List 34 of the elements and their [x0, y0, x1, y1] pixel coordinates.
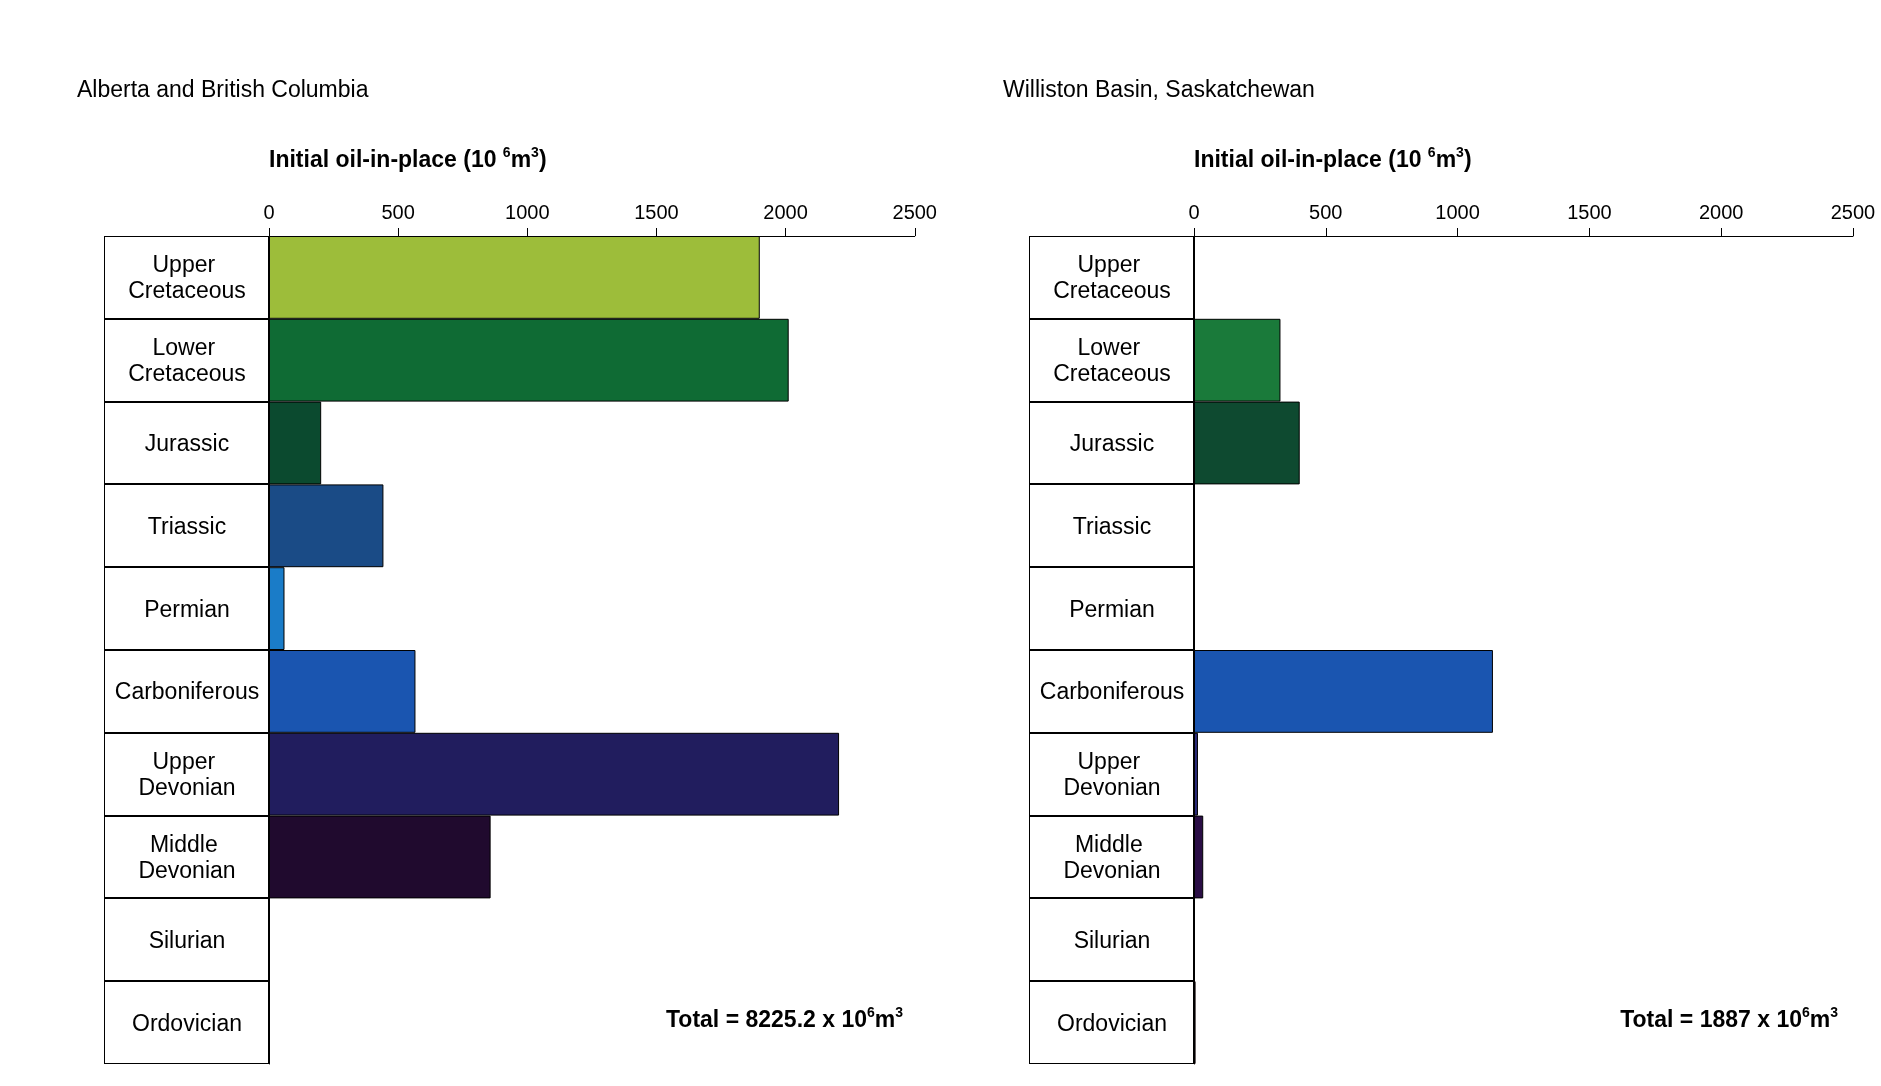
y-tick-label: Middle Devonian	[1063, 831, 1161, 883]
x-tick-label: 0	[263, 201, 275, 223]
x-tick-label: 500	[381, 201, 415, 223]
y-tick-label: Jurassic	[144, 430, 230, 456]
y-tick-label: Silurian	[1073, 926, 1151, 953]
y-tick-label: Triassic	[147, 512, 227, 539]
y-tick-label: Triassic	[1072, 512, 1152, 539]
y-tick-label: Ordovician	[1057, 1009, 1167, 1036]
y-tick-label: Carboniferous	[114, 678, 260, 705]
y-tick-label: Permian	[1069, 595, 1155, 622]
chart-title: Williston Basin, Saskatchewan	[1003, 75, 1315, 102]
y-tick-label: Carboniferous	[1039, 678, 1185, 705]
y-tick-label: Middle Devonian	[138, 831, 236, 883]
y-tick-label: Upper Devonian	[138, 748, 236, 801]
x-tick-label: 2500	[1830, 201, 1876, 223]
y-tick-label: Upper Cretaceous	[1053, 251, 1171, 304]
y-tick-label: Lower Cretaceous	[1053, 334, 1171, 387]
x-tick-label: 2000	[1698, 201, 1744, 223]
y-tick-label: Upper Devonian	[1063, 748, 1161, 801]
x-tick-label: 500	[1309, 201, 1343, 223]
x-tick-label: 0	[1188, 201, 1200, 223]
x-tick-label: 1000	[505, 201, 550, 223]
x-tick-label: 1500	[634, 201, 679, 223]
y-tick-label: Permian	[144, 595, 230, 622]
x-tick-label: 1500	[1567, 201, 1612, 223]
y-tick-label: Upper Cretaceous	[128, 251, 246, 304]
y-tick-label: Jurassic	[1069, 430, 1155, 456]
y-tick-label: Silurian	[148, 926, 226, 953]
y-tick-label: Lower Cretaceous	[128, 334, 246, 387]
x-tick-label: 1000	[1435, 201, 1480, 223]
y-tick-label: Ordovician	[132, 1009, 242, 1036]
x-tick-label: 2000	[763, 201, 808, 223]
x-tick-label: 2500	[892, 201, 937, 223]
chart-title: Alberta and British Columbia	[77, 75, 369, 102]
